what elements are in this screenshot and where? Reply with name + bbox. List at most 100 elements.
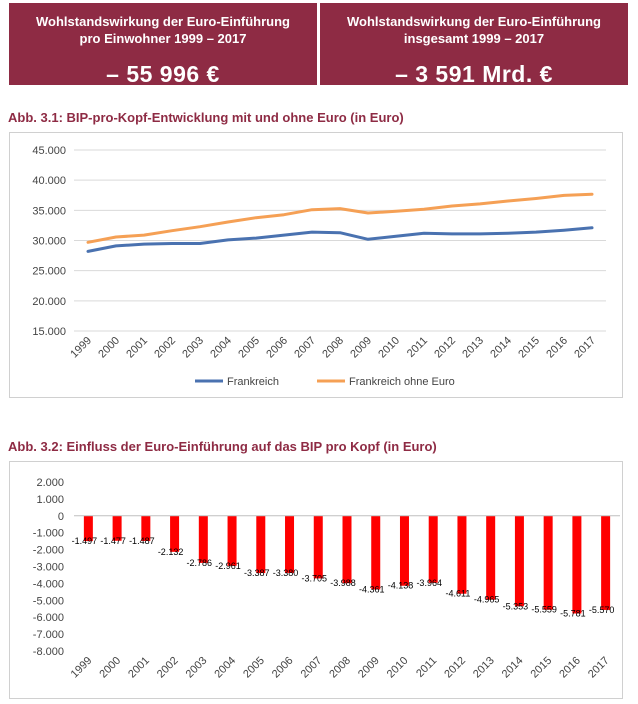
bar [428,515,438,583]
bar-data-label: -3.988 [330,578,356,588]
bar-data-label: -5.781 [560,608,586,618]
bar [227,515,237,566]
figure2-title: Abb. 3.2: Einfluss der Euro-Einführung a… [8,439,437,454]
x-tick-label: 2008 [320,335,346,361]
bar [198,515,208,563]
x-tick-label: 2015 [516,335,542,361]
bar-data-label: -3.705 [301,573,327,583]
bar-data-label: -1.497 [72,536,98,546]
x-tick-label: 2012 [442,655,468,681]
x-tick-label: 2002 [152,335,178,361]
x-tick-label: 2001 [126,655,152,681]
y-tick-label: 25.000 [32,266,66,278]
bar [141,515,151,541]
bar-data-label: -1.477 [100,536,126,546]
y-tick-label: -7.000 [33,629,64,641]
x-tick-label: 1999 [68,335,94,361]
bar-data-label: -4.138 [388,581,414,591]
y-tick-label: 1.000 [36,494,64,506]
x-tick-label: 2010 [385,655,411,681]
bar-data-label: -4.361 [359,585,385,595]
bar [486,515,496,600]
bar [601,515,611,610]
y-tick-label: 20.000 [32,296,66,308]
x-tick-label: 2007 [299,655,325,681]
x-tick-label: 2016 [544,335,570,361]
y-tick-label: 15.000 [32,326,66,338]
y-tick-label: 2.000 [36,477,64,489]
x-tick-label: 2016 [557,655,583,681]
bar [572,515,582,614]
banner-title-line2: insgesamt 1999 – 2017 [403,31,545,46]
x-tick-label: 2006 [270,655,296,681]
banner-value: – 55 996 € [106,61,220,87]
bar [543,515,553,610]
series-line-2 [86,192,594,244]
x-tick-label: 2014 [500,655,526,681]
bar [285,515,295,573]
x-tick-label: 2006 [264,335,290,361]
banner-title-line2: pro Einwohner 1999 – 2017 [79,31,247,46]
x-tick-label: 2003 [184,655,210,681]
bar-data-label: -3.387 [244,568,270,578]
x-tick-label: 2012 [432,335,458,361]
y-tick-label: 40.000 [32,175,66,187]
x-tick-label: 1999 [69,655,95,681]
bar [83,515,93,542]
y-tick-label: -5.000 [33,595,64,607]
bar [457,515,467,594]
bar-data-label: -3.380 [273,568,299,578]
bar-data-label: -2.786 [187,558,213,568]
legend-label: Frankreich [227,376,279,388]
y-tick-label: -1.000 [33,528,64,540]
y-tick-label: -3.000 [33,562,64,574]
x-tick-label: 2002 [155,655,181,681]
bar-data-label: -4.965 [474,595,500,605]
x-tick-label: 2017 [586,655,612,681]
per-capita-banner: Wohlstandswirkung der Euro-Einführung pr… [9,3,317,87]
x-tick-label: 2007 [292,335,318,361]
bar [399,515,409,586]
x-tick-label: 2000 [96,335,122,361]
bar [112,515,122,541]
total-banner: Wohlstandswirkung der Euro-Einführung in… [320,3,628,87]
x-tick-label: 2015 [528,655,554,681]
bar-data-label: -5.559 [531,605,557,615]
y-tick-label: 45.000 [32,145,66,157]
x-tick-label: 2000 [97,655,123,681]
bar [170,515,180,552]
banner-title-line1: Wohlstandswirkung der Euro-Einführung [36,14,290,29]
line-chart-container: 15.000 20.000 25.000 30.000 35.000 40.000 45.0… [9,132,623,398]
x-tick-label: 2009 [348,335,374,361]
bar-data-label: -2.132 [158,547,184,557]
x-tick-label: 2013 [471,655,497,681]
x-tick-label: 2017 [572,335,598,361]
bar [371,515,381,590]
y-tick-label: 0 [58,511,64,523]
bar-data-label: -3.964 [416,578,442,588]
x-tick-label: 2005 [236,335,262,361]
bar-chart-container: -8.000 -7.000 -6.000 -5.000 -4.000 -3.000 -2.0… [9,461,623,699]
bar [313,515,323,579]
y-tick-label: -4.000 [33,578,64,590]
bar-chart: -8.000 -7.000 -6.000 -5.000 -4.000 -3.000 -2.0… [33,477,620,681]
bar-data-label: -1.487 [129,536,155,546]
bar-data-label: -5.353 [503,601,529,611]
y-tick-label: 30.000 [32,236,66,248]
x-tick-label: 2011 [405,335,430,360]
x-tick-label: 2008 [327,655,353,681]
x-tick-label: 2003 [180,335,206,361]
y-tick-label: -6.000 [33,612,64,624]
bar-data-label: -2.961 [215,561,241,571]
bar [256,515,266,574]
bar-data-label: -5.570 [589,605,615,615]
x-tick-label: 2014 [488,335,514,361]
bar [514,515,524,607]
series-line-1 [86,226,594,253]
x-tick-label: 2001 [124,335,150,361]
banner-title-line1: Wohlstandswirkung der Euro-Einführung [347,14,601,29]
x-tick-label: 2004 [212,655,238,681]
bar-data-label: -4.611 [446,589,471,599]
x-tick-label: 2010 [376,335,402,361]
x-tick-label: 2009 [356,655,382,681]
